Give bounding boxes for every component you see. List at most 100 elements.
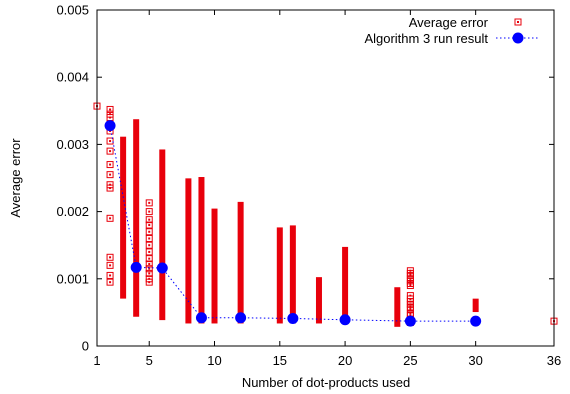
average-error-point-dot [109, 264, 112, 267]
average-error-point [145, 208, 153, 216]
average-error-point [406, 305, 414, 313]
algorithm-3-point [104, 120, 116, 132]
average-error-point [106, 137, 114, 145]
x-tick-label: 15 [273, 353, 287, 368]
legend-label-average-error: Average error [409, 15, 489, 30]
average-error-point [106, 253, 114, 261]
y-tick-label: 0.002 [56, 204, 89, 219]
average-error-column-fill [342, 246, 349, 324]
average-error-point [106, 271, 114, 279]
average-error-column-fill [237, 201, 244, 324]
average-error-column [211, 208, 218, 324]
average-error-point-dot [148, 267, 151, 270]
average-error-point [145, 216, 153, 224]
average-error-column-fill [185, 178, 192, 324]
y-tick-label: 0.004 [56, 70, 89, 85]
average-error-point [106, 261, 114, 269]
average-error-point-dot [409, 272, 412, 275]
algorithm-3-point [235, 312, 247, 324]
average-error-point [106, 147, 114, 155]
legend-marker-algorithm-3 [512, 32, 524, 44]
average-error-point [145, 278, 153, 286]
y-tick-label: 0.005 [56, 3, 89, 18]
average-error-point [145, 199, 153, 207]
average-error-point [145, 265, 153, 273]
x-tick-label: 25 [403, 353, 417, 368]
average-error-column-fill [120, 136, 127, 299]
average-error-point-dot [109, 217, 112, 220]
average-error-point [106, 184, 114, 192]
average-error-column [145, 199, 153, 286]
average-error-column-fill [289, 225, 296, 324]
average-error-point [145, 260, 153, 268]
average-error-column-fill [159, 149, 166, 321]
average-error-point-dot [148, 281, 151, 284]
average-error-point-dot [148, 237, 151, 240]
average-error-point-dot [409, 282, 412, 285]
average-error-column [342, 246, 349, 324]
average-error-point-dot [148, 263, 151, 266]
average-error-point [514, 18, 522, 26]
average-error-point [145, 221, 153, 229]
plot-frame [96, 9, 555, 347]
average-error-point-dot [148, 250, 151, 253]
average-error-column-fill [315, 277, 322, 324]
average-error-point-dot [409, 306, 412, 309]
average-error-column [315, 277, 322, 324]
average-error-point-dot [109, 163, 112, 166]
average-error-point [145, 269, 153, 277]
average-error-column [394, 287, 401, 327]
average-error-column-fill [198, 177, 205, 324]
algorithm-3-point [195, 312, 207, 324]
average-error-point-dot [109, 281, 112, 284]
average-error-point-dot [148, 244, 151, 247]
average-error-column [198, 177, 205, 324]
average-error-column [237, 201, 244, 324]
average-error-column [120, 136, 127, 299]
average-error-point [106, 214, 114, 222]
average-error-column-fill [472, 298, 479, 313]
x-tick-label: 20 [338, 353, 352, 368]
average-error-point-dot [148, 218, 151, 221]
average-error-column-fill [394, 287, 401, 327]
y-axis-title: Average error [8, 138, 23, 218]
average-error-point [106, 105, 114, 113]
average-error-column-fill [276, 227, 283, 324]
average-error-point [145, 228, 153, 236]
average-error-point-dot [148, 224, 151, 227]
x-tick-label: 30 [468, 353, 482, 368]
average-error-point-dot [148, 210, 151, 213]
average-error-column [133, 119, 140, 317]
y-tick-label: 0 [82, 339, 89, 354]
average-error-column [159, 149, 166, 321]
average-error-point [145, 248, 153, 256]
average-error-point-dot [109, 108, 112, 111]
algorithm-3-point [156, 262, 168, 274]
average-error-point [406, 282, 414, 290]
average-error-point-dot [409, 312, 412, 315]
y-tick-label: 0.003 [56, 137, 89, 152]
average-error-point [145, 234, 153, 242]
average-error-point-dot [109, 274, 112, 277]
average-error-point [106, 161, 114, 169]
average-error-point [145, 241, 153, 249]
average-error-point-dot [148, 201, 151, 204]
average-error-point-dot [109, 140, 112, 143]
average-error-point-dot [109, 187, 112, 190]
x-axis-title: Number of dot-products used [242, 375, 410, 390]
algorithm-3-point [287, 312, 299, 324]
x-tick-label: 10 [207, 353, 221, 368]
average-error-point-dot [109, 116, 112, 119]
average-error-column [185, 178, 192, 324]
x-tick-label: 36 [547, 353, 561, 368]
average-error-point-dot [148, 257, 151, 260]
average-error-point-dot [109, 150, 112, 153]
average-error-point-dot [409, 308, 412, 311]
algorithm-3-point [130, 261, 142, 273]
x-tick-label: 5 [146, 353, 153, 368]
algorithm-3-point [404, 315, 416, 327]
